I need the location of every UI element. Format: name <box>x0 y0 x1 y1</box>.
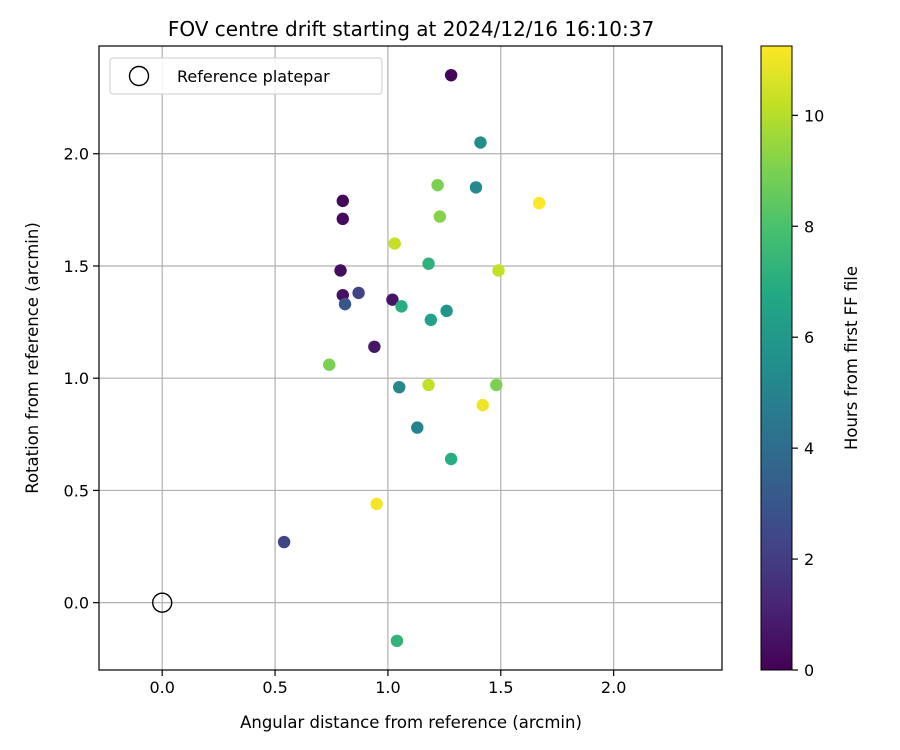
y-tick-label: 0.5 <box>64 481 89 500</box>
colorbar: 0 2 4 6 8 10 Hours from first FF file <box>760 45 861 680</box>
colorbar-tick-label: 8 <box>804 217 814 236</box>
data-point <box>388 237 401 250</box>
colorbar-tick-label: 2 <box>804 550 814 569</box>
data-point <box>424 313 438 327</box>
y-axis-label: Rotation from reference (arcmin) <box>23 222 42 494</box>
data-point <box>444 68 458 82</box>
colorbar-tick-label: 6 <box>804 328 814 347</box>
data-point <box>393 380 406 394</box>
x-tick-label: 1.5 <box>488 678 513 697</box>
data-point <box>277 535 291 549</box>
data-point <box>334 264 347 277</box>
data-points <box>277 68 546 648</box>
data-point <box>469 181 483 194</box>
x-tick-label: 2.0 <box>601 678 626 697</box>
x-axis-label: Angular distance from reference (arcmin) <box>240 713 582 732</box>
data-point <box>390 634 404 648</box>
data-point <box>474 136 487 149</box>
reference-platepar-marker <box>152 592 173 613</box>
y-tick-label: 2.0 <box>64 145 89 164</box>
data-point <box>431 178 444 192</box>
grid-lines <box>99 46 722 670</box>
data-point <box>336 194 349 208</box>
data-point <box>370 497 383 511</box>
data-point <box>492 264 505 277</box>
data-point <box>352 286 365 300</box>
colorbar-tick-label: 10 <box>804 106 824 125</box>
chart-title: FOV centre drift starting at 2024/12/16 … <box>168 17 654 41</box>
data-point <box>338 297 352 311</box>
y-axis-ticks: 0.0 0.5 1.0 1.5 2.0 <box>64 145 99 613</box>
data-point <box>532 196 546 210</box>
reference-marker-layer <box>152 592 173 613</box>
data-point <box>422 257 435 270</box>
y-tick-label: 0.0 <box>64 594 89 613</box>
colorbar-tick-label: 4 <box>804 439 814 458</box>
legend-reference-marker <box>128 65 150 87</box>
legend-entry-label: Reference platepar <box>177 67 330 86</box>
data-point <box>433 210 447 223</box>
colorbar-gradient <box>760 45 793 671</box>
data-point <box>395 300 408 313</box>
colorbar-tick-label: 0 <box>804 661 814 680</box>
x-tick-label: 1.0 <box>375 678 400 697</box>
data-point <box>386 293 399 306</box>
data-point <box>323 358 336 371</box>
data-point <box>368 340 381 353</box>
data-point <box>440 304 453 318</box>
colorbar-ticks: 0 2 4 6 8 10 <box>792 106 824 680</box>
y-tick-label: 1.5 <box>64 257 89 276</box>
legend: Reference platepar <box>109 57 383 95</box>
data-point <box>336 212 349 226</box>
data-point <box>411 421 424 434</box>
data-point <box>422 378 435 392</box>
data-point <box>476 398 489 412</box>
colorbar-label: Hours from first FF file <box>842 266 861 450</box>
x-tick-label: 0.5 <box>262 678 287 697</box>
plot-area-frame <box>98 45 723 671</box>
x-tick-label: 0.0 <box>149 678 174 697</box>
data-point <box>444 452 458 466</box>
x-axis-ticks: 0.0 0.5 1.0 1.5 2.0 <box>149 670 626 697</box>
y-tick-label: 1.0 <box>64 369 89 388</box>
data-point <box>490 378 503 392</box>
legend-box <box>109 57 383 95</box>
